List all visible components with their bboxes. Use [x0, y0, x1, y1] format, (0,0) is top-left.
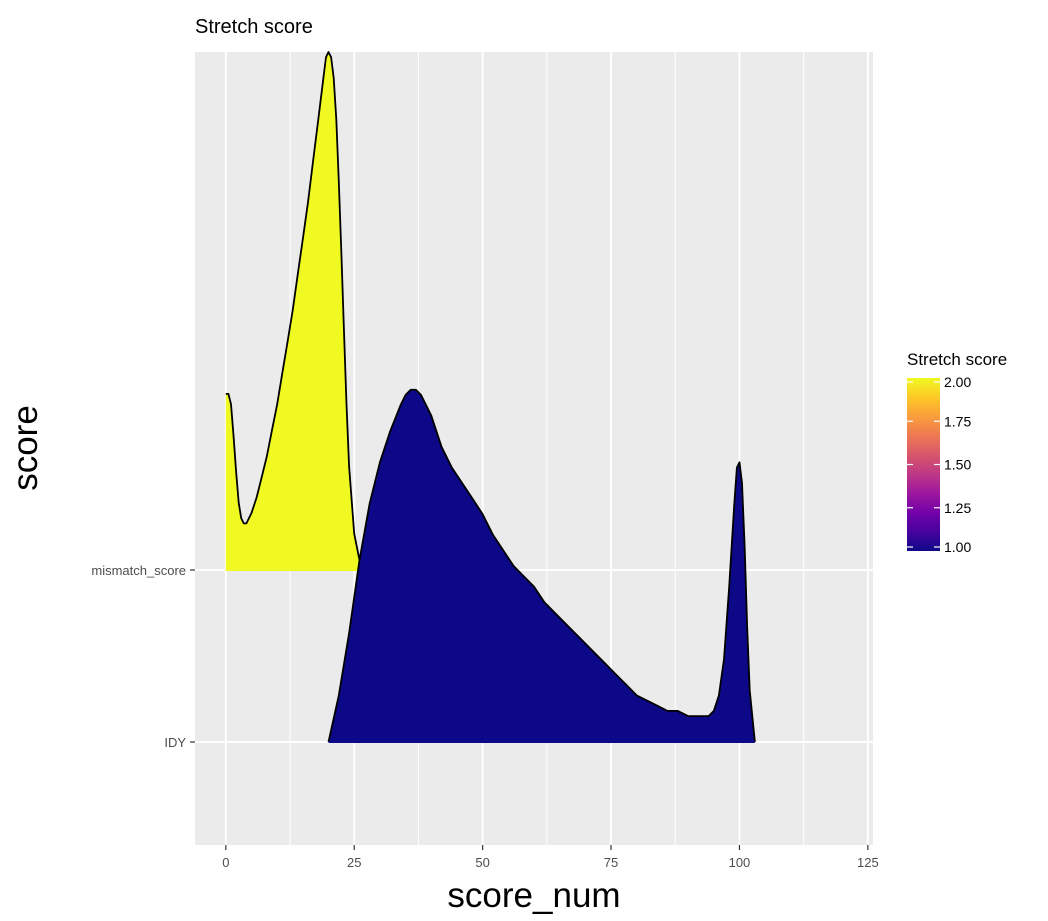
x-tick-label: 125 — [857, 855, 879, 870]
x-axis-title: score_num — [447, 876, 620, 915]
legend-label: 1.75 — [944, 413, 971, 429]
y-tick-label: IDY — [164, 735, 186, 750]
density-line-mismatch_score — [225, 51, 366, 571]
density-area-mismatch_score — [225, 52, 365, 570]
density-line-IDY — [327, 388, 756, 743]
legend: Stretch score 2.00 1.75 1.50 1.25 1.00 — [907, 350, 1007, 555]
x-axis: 0 25 50 75 100 125 — [222, 845, 879, 870]
y-tick-label: mismatch_score — [91, 563, 186, 578]
legend-label: 2.00 — [944, 374, 971, 390]
legend-ticks: 2.00 1.75 1.50 1.25 1.00 — [907, 374, 971, 555]
y-axis-title: score — [6, 405, 45, 491]
x-tick-label: 0 — [222, 855, 229, 870]
x-tick-label: 75 — [604, 855, 618, 870]
legend-label: 1.25 — [944, 500, 971, 516]
chart-title: Stretch score — [195, 16, 313, 38]
legend-label: 1.50 — [944, 457, 971, 473]
x-tick-label: 50 — [475, 855, 489, 870]
x-tick-label: 100 — [729, 855, 751, 870]
density-ridges — [225, 51, 756, 743]
legend-label: 1.00 — [944, 539, 971, 555]
density-area-IDY — [328, 389, 755, 742]
x-tick-label: 25 — [347, 855, 361, 870]
y-axis: IDY mismatch_score — [91, 563, 195, 750]
legend-title: Stretch score — [907, 350, 1007, 369]
